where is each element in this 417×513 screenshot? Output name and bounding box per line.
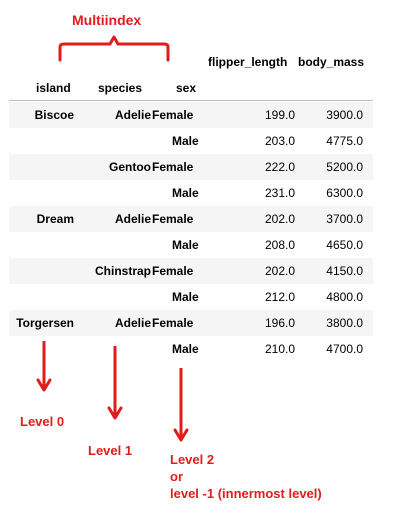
sex-cell: Female — [152, 212, 194, 226]
species-cell: Adelie — [114, 108, 151, 122]
level1-label: Level 1 — [88, 443, 133, 458]
sex-cell: Female — [152, 108, 194, 122]
body-mass-cell: 4650.0 — [326, 238, 363, 252]
island-cell — [9, 180, 74, 206]
sex-cell: Male — [172, 342, 199, 356]
multiindex-brace — [58, 35, 170, 62]
flipper-length-cell: 202.0 — [264, 264, 295, 278]
island-cell — [9, 232, 74, 258]
sex-cell: Female — [152, 316, 194, 330]
level0-arrow — [36, 341, 52, 392]
table-row: Chinstrap Female 202.0 4150.0 — [9, 258, 373, 284]
index-name-island: island — [36, 81, 71, 95]
flipper-length-cell: 231.0 — [264, 186, 295, 200]
island-cell — [9, 128, 74, 154]
table-row: Male 208.0 4650.0 — [9, 232, 373, 258]
body-mass-cell: 3700.0 — [326, 212, 363, 226]
table-row: Male 210.0 4700.0 — [9, 336, 373, 362]
level2-label-line3: level -1 (innermost level) — [170, 486, 322, 501]
island-cell — [9, 336, 74, 362]
table-row: Male 203.0 4775.0 — [9, 128, 373, 154]
flipper-length-cell: 202.0 — [264, 212, 295, 226]
level2-arrow — [173, 368, 189, 442]
column-header-flipper-length: flipper_length — [208, 55, 288, 69]
flipper-length-cell: 196.0 — [264, 316, 295, 330]
species-cell: Chinstrap — [94, 264, 151, 278]
species-cell — [75, 180, 151, 206]
table-row: Male 212.0 4800.0 — [9, 284, 373, 310]
index-name-sex: sex — [176, 81, 197, 95]
body-mass-cell: 4775.0 — [326, 134, 363, 148]
header-rule — [9, 100, 373, 101]
level2-label-line1: Level 2 — [170, 452, 215, 467]
body-mass-cell: 6300.0 — [326, 186, 363, 200]
table-row: Biscoe Adelie Female 199.0 3900.0 — [9, 102, 373, 128]
species-cell — [75, 336, 151, 362]
flipper-length-cell: 199.0 — [264, 108, 295, 122]
body-mass-cell: 4700.0 — [326, 342, 363, 356]
species-cell: Adelie — [114, 316, 151, 330]
table-row: Gentoo Female 222.0 5200.0 — [9, 154, 373, 180]
flipper-length-cell: 203.0 — [264, 134, 295, 148]
species-cell — [75, 284, 151, 310]
sex-cell: Male — [172, 290, 199, 304]
body-mass-cell: 3800.0 — [326, 316, 363, 330]
body-mass-cell: 4150.0 — [326, 264, 363, 278]
island-cell: Biscoe — [34, 108, 74, 122]
table-row: Male 231.0 6300.0 — [9, 180, 373, 206]
flipper-length-cell: 208.0 — [264, 238, 295, 252]
body-mass-cell: 3900.0 — [326, 108, 363, 122]
island-cell — [9, 284, 74, 310]
column-header-body-mass: body_mass — [298, 55, 365, 69]
island-cell — [9, 258, 74, 284]
body-mass-cell: 5200.0 — [326, 160, 363, 174]
island-cell — [9, 154, 74, 180]
level0-label: Level 0 — [20, 414, 65, 429]
table-row: Torgersen Adelie Female 196.0 3800.0 — [9, 310, 373, 336]
flipper-length-cell: 210.0 — [264, 342, 295, 356]
flipper-length-cell: 222.0 — [264, 160, 295, 174]
sex-cell: Female — [152, 160, 194, 174]
multiindex-label: Multiindex — [72, 12, 142, 28]
sex-cell: Male — [172, 238, 199, 252]
island-cell: Torgersen — [16, 316, 74, 330]
species-cell — [75, 232, 151, 258]
level2-label-line2: or — [170, 469, 183, 484]
level1-arrow — [107, 346, 123, 420]
table-row: Dream Adelie Female 202.0 3700.0 — [9, 206, 373, 232]
species-cell — [75, 128, 151, 154]
flipper-length-cell: 212.0 — [264, 290, 295, 304]
species-cell: Gentoo — [109, 160, 151, 174]
body-mass-cell: 4800.0 — [326, 290, 363, 304]
sex-cell: Male — [172, 186, 199, 200]
sex-cell: Male — [172, 134, 199, 148]
species-cell: Adelie — [114, 212, 151, 226]
island-cell: Dream — [36, 212, 74, 226]
index-name-species: species — [98, 81, 143, 95]
sex-cell: Female — [152, 264, 194, 278]
